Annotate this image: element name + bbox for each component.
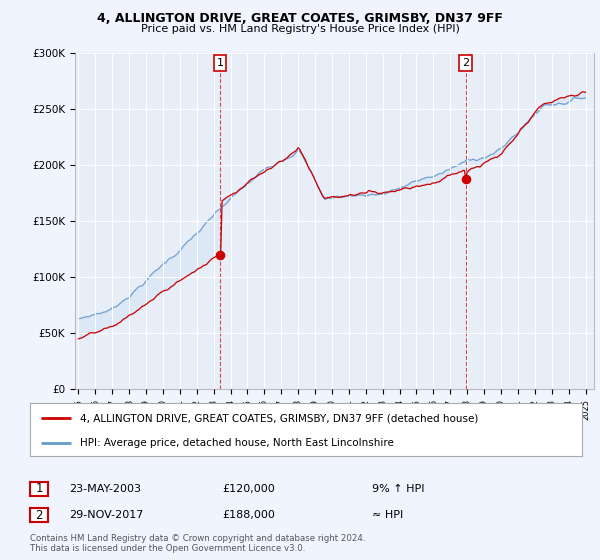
Text: 29-NOV-2017: 29-NOV-2017	[69, 510, 143, 520]
Text: Price paid vs. HM Land Registry's House Price Index (HPI): Price paid vs. HM Land Registry's House …	[140, 24, 460, 34]
Text: 1: 1	[217, 58, 224, 68]
Text: 2: 2	[35, 508, 43, 522]
Text: 4, ALLINGTON DRIVE, GREAT COATES, GRIMSBY, DN37 9FF: 4, ALLINGTON DRIVE, GREAT COATES, GRIMSB…	[97, 12, 503, 25]
Point	[215, 250, 225, 259]
Text: £188,000: £188,000	[222, 510, 275, 520]
Text: HPI: Average price, detached house, North East Lincolnshire: HPI: Average price, detached house, Nort…	[80, 438, 394, 448]
Text: 23-MAY-2003: 23-MAY-2003	[69, 484, 141, 494]
Text: £120,000: £120,000	[222, 484, 275, 494]
Text: ≈ HPI: ≈ HPI	[372, 510, 403, 520]
Text: 2: 2	[462, 58, 469, 68]
Text: 4, ALLINGTON DRIVE, GREAT COATES, GRIMSBY, DN37 9FF (detached house): 4, ALLINGTON DRIVE, GREAT COATES, GRIMSB…	[80, 413, 478, 423]
Text: 9% ↑ HPI: 9% ↑ HPI	[372, 484, 425, 494]
Text: 1: 1	[35, 482, 43, 496]
Point	[461, 174, 470, 183]
Text: Contains HM Land Registry data © Crown copyright and database right 2024.
This d: Contains HM Land Registry data © Crown c…	[30, 534, 365, 553]
